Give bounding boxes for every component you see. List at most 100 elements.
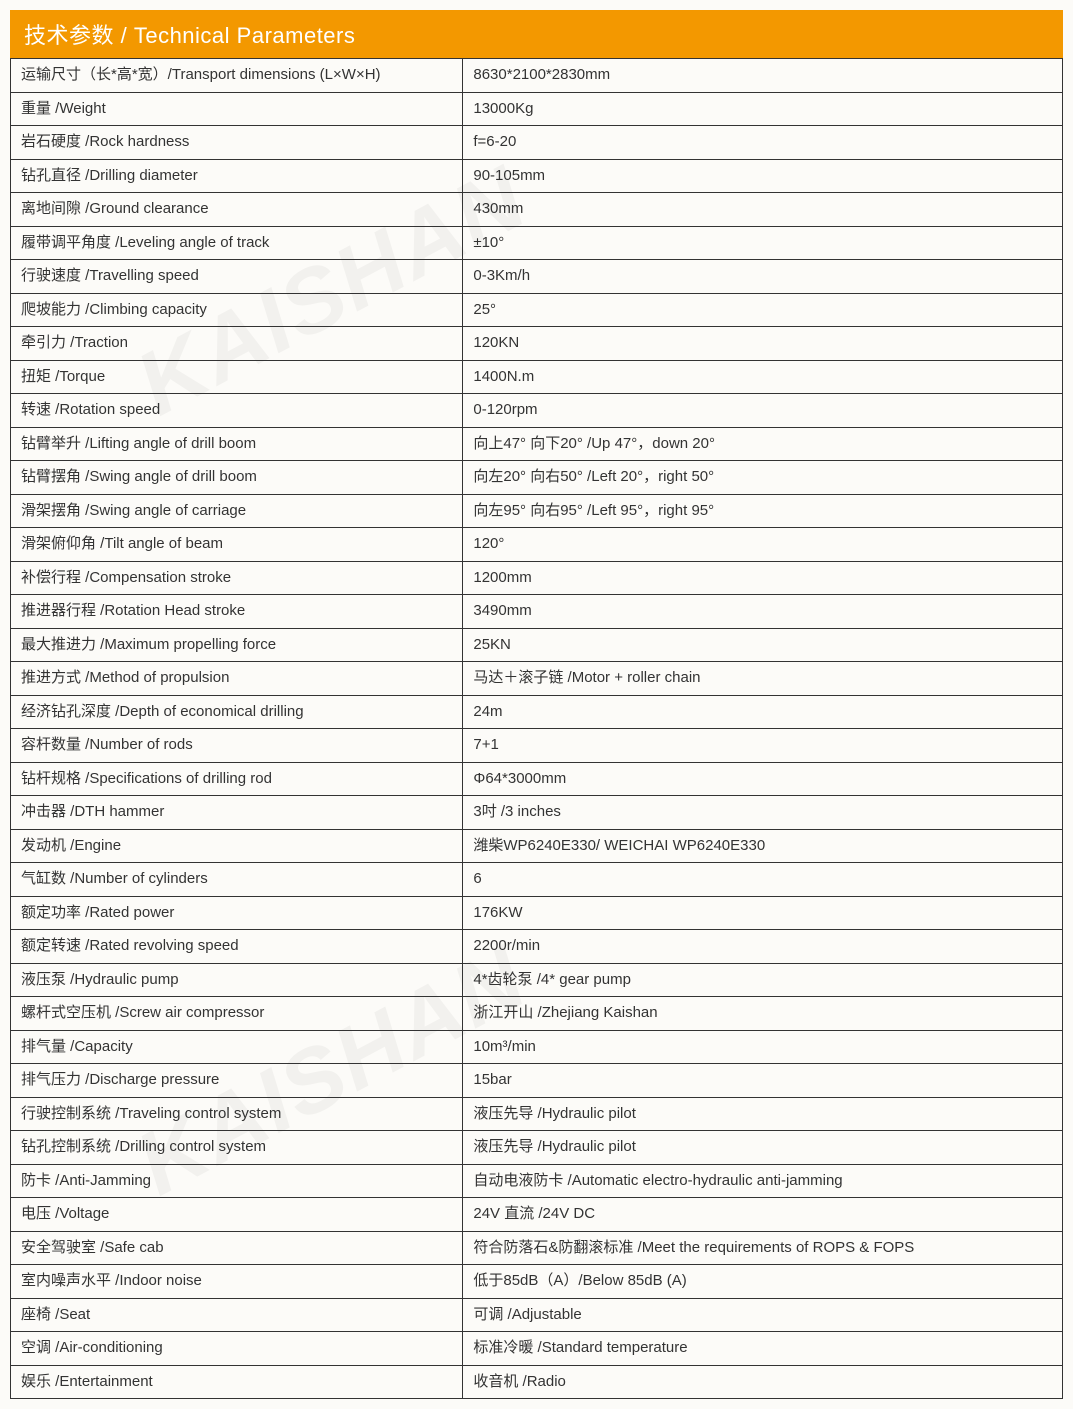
table-row: 液压泵 /Hydraulic pump4*齿轮泵 /4* gear pump bbox=[11, 963, 1063, 997]
param-value: 液压先导 /Hydraulic pilot bbox=[463, 1097, 1063, 1131]
param-value: Φ64*3000mm bbox=[463, 762, 1063, 796]
param-value: 0-3Km/h bbox=[463, 260, 1063, 294]
table-row: 发动机 /Engine潍柴WP6240E330/ WEICHAI WP6240E… bbox=[11, 829, 1063, 863]
table-row: 电压 /Voltage24V 直流 /24V DC bbox=[11, 1198, 1063, 1232]
param-label: 钻孔控制系统 /Drilling control system bbox=[11, 1131, 463, 1165]
table-row: 重量 /Weight13000Kg bbox=[11, 92, 1063, 126]
table-row: 容杆数量 /Number of rods7+1 bbox=[11, 729, 1063, 763]
param-value: 120KN bbox=[463, 327, 1063, 361]
param-label: 额定转速 /Rated revolving speed bbox=[11, 930, 463, 964]
table-row: 娱乐 /Entertainment收音机 /Radio bbox=[11, 1365, 1063, 1399]
table-row: 滑架摆角 /Swing angle of carriage向左95° 向右95°… bbox=[11, 494, 1063, 528]
param-label: 安全驾驶室 /Safe cab bbox=[11, 1231, 463, 1265]
param-label: 推进方式 /Method of propulsion bbox=[11, 662, 463, 696]
param-label: 钻臂摆角 /Swing angle of drill boom bbox=[11, 461, 463, 495]
table-row: 空调 /Air-conditioning标准冷暖 /Standard tempe… bbox=[11, 1332, 1063, 1366]
param-value: 25KN bbox=[463, 628, 1063, 662]
param-value: 收音机 /Radio bbox=[463, 1365, 1063, 1399]
param-value: 液压先导 /Hydraulic pilot bbox=[463, 1131, 1063, 1165]
table-row: 补偿行程 /Compensation stroke1200mm bbox=[11, 561, 1063, 595]
table-row: 钻臂摆角 /Swing angle of drill boom向左20° 向右5… bbox=[11, 461, 1063, 495]
table-row: 行驶速度 /Travelling speed0-3Km/h bbox=[11, 260, 1063, 294]
param-value: 10m³/min bbox=[463, 1030, 1063, 1064]
table-row: 滑架俯仰角 /Tilt angle of beam120° bbox=[11, 528, 1063, 562]
param-label: 行驶控制系统 /Traveling control system bbox=[11, 1097, 463, 1131]
table-row: 额定功率 /Rated power176KW bbox=[11, 896, 1063, 930]
param-value: 7+1 bbox=[463, 729, 1063, 763]
param-value: 标准冷暖 /Standard temperature bbox=[463, 1332, 1063, 1366]
param-value: 15bar bbox=[463, 1064, 1063, 1098]
param-label: 钻臂举升 /Lifting angle of drill boom bbox=[11, 427, 463, 461]
param-label: 运输尺寸（长*高*宽）/Transport dimensions (L×W×H) bbox=[11, 59, 463, 93]
param-label: 排气量 /Capacity bbox=[11, 1030, 463, 1064]
param-label: 电压 /Voltage bbox=[11, 1198, 463, 1232]
param-label: 螺杆式空压机 /Screw air compressor bbox=[11, 997, 463, 1031]
param-value: 向上47° 向下20° /Up 47°，down 20° bbox=[463, 427, 1063, 461]
param-label: 钻孔直径 /Drilling diameter bbox=[11, 159, 463, 193]
param-label: 发动机 /Engine bbox=[11, 829, 463, 863]
param-value: 25° bbox=[463, 293, 1063, 327]
param-label: 牵引力 /Traction bbox=[11, 327, 463, 361]
param-label: 经济钻孔深度 /Depth of economical drilling bbox=[11, 695, 463, 729]
param-value: 8630*2100*2830mm bbox=[463, 59, 1063, 93]
param-value: 176KW bbox=[463, 896, 1063, 930]
param-label: 室内噪声水平 /Indoor noise bbox=[11, 1265, 463, 1299]
table-row: 岩石硬度 /Rock hardnessf=6-20 bbox=[11, 126, 1063, 160]
param-label: 爬坡能力 /Climbing capacity bbox=[11, 293, 463, 327]
param-value: 1200mm bbox=[463, 561, 1063, 595]
table-row: 推进方式 /Method of propulsion马达＋滚子链 /Motor … bbox=[11, 662, 1063, 696]
param-value: 自动电液防卡 /Automatic electro-hydraulic anti… bbox=[463, 1164, 1063, 1198]
param-value: 120° bbox=[463, 528, 1063, 562]
param-value: 90-105mm bbox=[463, 159, 1063, 193]
param-label: 冲击器 /DTH hammer bbox=[11, 796, 463, 830]
param-label: 扭矩 /Torque bbox=[11, 360, 463, 394]
table-row: 运输尺寸（长*高*宽）/Transport dimensions (L×W×H)… bbox=[11, 59, 1063, 93]
param-value: 430mm bbox=[463, 193, 1063, 227]
param-label: 行驶速度 /Travelling speed bbox=[11, 260, 463, 294]
param-value: 13000Kg bbox=[463, 92, 1063, 126]
param-value: f=6-20 bbox=[463, 126, 1063, 160]
param-label: 空调 /Air-conditioning bbox=[11, 1332, 463, 1366]
table-row: 排气压力 /Discharge pressure15bar bbox=[11, 1064, 1063, 1098]
table-row: 经济钻孔深度 /Depth of economical drilling24m bbox=[11, 695, 1063, 729]
table-row: 扭矩 /Torque1400N.m bbox=[11, 360, 1063, 394]
param-value: 马达＋滚子链 /Motor + roller chain bbox=[463, 662, 1063, 696]
param-label: 离地间隙 /Ground clearance bbox=[11, 193, 463, 227]
param-label: 履带调平角度 /Leveling angle of track bbox=[11, 226, 463, 260]
table-row: 推进器行程 /Rotation Head stroke3490mm bbox=[11, 595, 1063, 629]
table-row: 离地间隙 /Ground clearance430mm bbox=[11, 193, 1063, 227]
param-value: 6 bbox=[463, 863, 1063, 897]
table-row: 行驶控制系统 /Traveling control system液压先导 /Hy… bbox=[11, 1097, 1063, 1131]
param-value: 向左95° 向右95° /Left 95°，right 95° bbox=[463, 494, 1063, 528]
param-value: 24m bbox=[463, 695, 1063, 729]
param-label: 容杆数量 /Number of rods bbox=[11, 729, 463, 763]
table-row: 爬坡能力 /Climbing capacity25° bbox=[11, 293, 1063, 327]
param-label: 额定功率 /Rated power bbox=[11, 896, 463, 930]
param-value: 向左20° 向右50° /Left 20°，right 50° bbox=[463, 461, 1063, 495]
table-row: 钻杆规格 /Specifications of drilling rodΦ64*… bbox=[11, 762, 1063, 796]
table-row: 气缸数 /Number of cylinders6 bbox=[11, 863, 1063, 897]
param-label: 液压泵 /Hydraulic pump bbox=[11, 963, 463, 997]
table-row: 额定转速 /Rated revolving speed2200r/min bbox=[11, 930, 1063, 964]
param-value: 潍柴WP6240E330/ WEICHAI WP6240E330 bbox=[463, 829, 1063, 863]
param-value: ±10° bbox=[463, 226, 1063, 260]
param-value: 4*齿轮泵 /4* gear pump bbox=[463, 963, 1063, 997]
param-value: 浙江开山 /Zhejiang Kaishan bbox=[463, 997, 1063, 1031]
param-value: 3490mm bbox=[463, 595, 1063, 629]
param-value: 3吋 /3 inches bbox=[463, 796, 1063, 830]
param-label: 滑架俯仰角 /Tilt angle of beam bbox=[11, 528, 463, 562]
table-row: 牵引力 /Traction120KN bbox=[11, 327, 1063, 361]
section-header: 技术参数 / Technical Parameters bbox=[10, 10, 1063, 58]
table-row: 安全驾驶室 /Safe cab符合防落石&防翻滚标准 /Meet the req… bbox=[11, 1231, 1063, 1265]
table-row: 履带调平角度 /Leveling angle of track±10° bbox=[11, 226, 1063, 260]
param-value: 可调 /Adjustable bbox=[463, 1298, 1063, 1332]
param-value: 24V 直流 /24V DC bbox=[463, 1198, 1063, 1232]
param-label: 推进器行程 /Rotation Head stroke bbox=[11, 595, 463, 629]
table-row: 排气量 /Capacity10m³/min bbox=[11, 1030, 1063, 1064]
param-label: 重量 /Weight bbox=[11, 92, 463, 126]
param-value: 0-120rpm bbox=[463, 394, 1063, 428]
param-value: 低于85dB（A）/Below 85dB (A) bbox=[463, 1265, 1063, 1299]
table-row: 最大推进力 /Maximum propelling force25KN bbox=[11, 628, 1063, 662]
table-row: 钻孔控制系统 /Drilling control system液压先导 /Hyd… bbox=[11, 1131, 1063, 1165]
param-label: 防卡 /Anti-Jamming bbox=[11, 1164, 463, 1198]
